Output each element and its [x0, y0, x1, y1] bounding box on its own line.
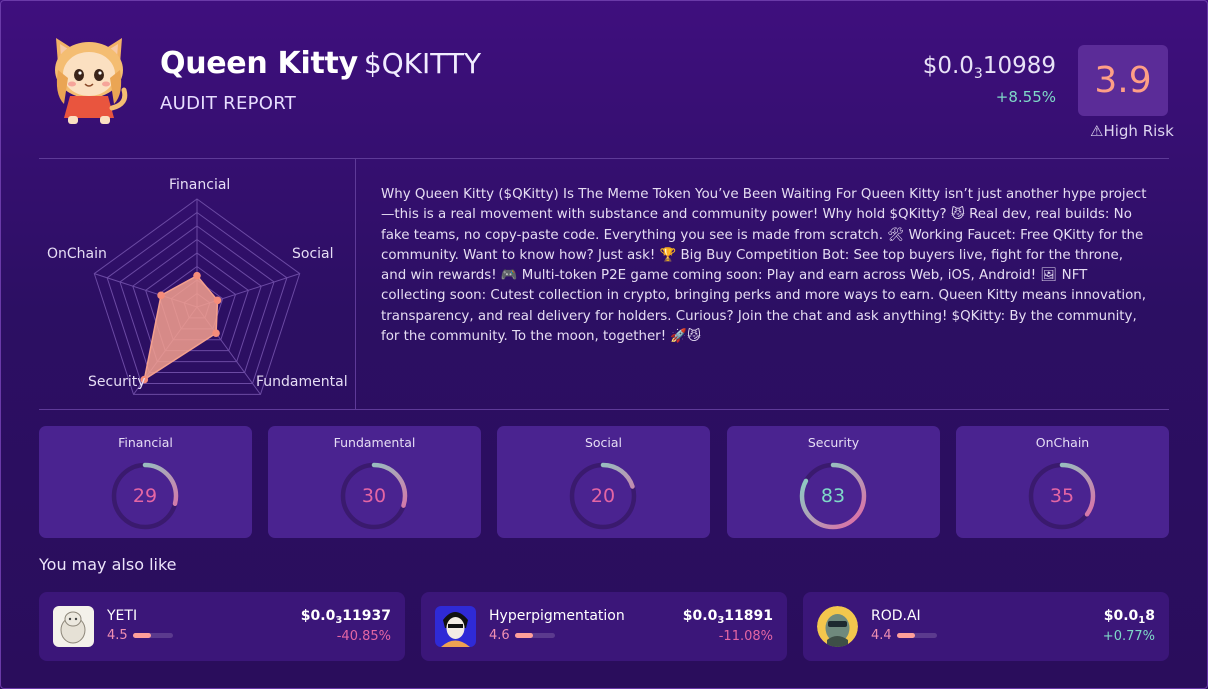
price-digits: 11891 [724, 608, 773, 624]
divider-top [39, 158, 1169, 159]
radar-grid-ring [119, 225, 275, 374]
price-zero-count: 3 [973, 66, 983, 82]
gauge-progress [799, 462, 867, 530]
radar-label-fundamental: Fundamental [256, 374, 348, 390]
gauge-progress [111, 462, 179, 530]
score-card-financial: Financial 29 [39, 426, 252, 538]
score-value: 20 [590, 485, 616, 507]
score-gauge [799, 462, 867, 530]
radar-grid-ring [106, 211, 288, 384]
rec-token-change: -11.08% [718, 629, 773, 644]
rec-score-bar-fill [515, 633, 534, 638]
overall-score: 3.9 [1078, 45, 1168, 116]
price-digits: 8 [1145, 608, 1155, 624]
price-digits: 10989 [982, 53, 1056, 79]
radar-point-social [213, 296, 222, 305]
price-zero-count: 3 [717, 615, 725, 626]
score-value: 35 [1049, 485, 1075, 507]
radar-value-area [143, 274, 219, 382]
radar-grid-ring [132, 238, 262, 363]
divider-vertical [355, 159, 356, 409]
divider-bottom [39, 409, 1169, 410]
recommendations-title: You may also like [39, 555, 177, 574]
radar-point-financial [193, 271, 201, 280]
recommendation-card-hyperpigmentation[interactable]: Hyperpigmentation 4.6 $0.0311891 -11.08% [421, 592, 787, 661]
report-subtitle: AUDIT REPORT [160, 93, 297, 114]
rec-score-bar [133, 633, 173, 638]
price-prefix: $0.0 [300, 608, 336, 624]
price-prefix: $0.0 [1103, 608, 1139, 624]
risk-label: ⚠High Risk [1090, 122, 1174, 140]
token-logo [44, 34, 134, 126]
radar-point-security [140, 375, 149, 384]
rec-token-change: -40.85% [336, 629, 391, 644]
rec-token-score: 4.5 [107, 628, 128, 643]
score-card-onchain: OnChain 35 [956, 426, 1169, 538]
score-card-title: Security [807, 435, 860, 450]
rec-token-score: 4.6 [489, 628, 510, 643]
gauge-progress [1028, 462, 1096, 530]
rec-score-bar-fill [133, 633, 151, 638]
score-card-title: Financial [118, 435, 173, 450]
radar-label-onchain: OnChain [47, 246, 107, 262]
token-avatar [53, 606, 94, 647]
price-prefix: $0.0 [922, 53, 974, 79]
price-digits: 11937 [342, 608, 391, 624]
warning-icon: ⚠ [1090, 122, 1104, 140]
price-block: $0.0310989 +8.55% [923, 53, 1056, 106]
rec-token-price: $0.0311937 [301, 608, 391, 626]
rec-token-name: Hyperpigmentation [489, 608, 625, 624]
score-card-title: OnChain [1035, 435, 1090, 450]
rec-token-price: $0.018 [1104, 608, 1155, 626]
risk-text: High Risk [1103, 122, 1174, 140]
score-value: 29 [132, 485, 158, 507]
rec-token-score: 4.4 [871, 628, 892, 643]
score-gauge [111, 462, 179, 530]
score-value: 30 [361, 485, 387, 507]
token-description: Why Queen Kitty ($QKitty) Is The Meme To… [381, 187, 1147, 345]
radar-point-fundamental [212, 329, 220, 338]
rec-score-bar-fill [897, 633, 915, 638]
gauge-progress [340, 462, 408, 530]
score-gauge [1028, 462, 1096, 530]
radar-label-financial: Financial [169, 177, 231, 193]
gauge-progress [569, 462, 637, 530]
score-value: 83 [820, 485, 846, 507]
radar-grid-ring [145, 252, 249, 352]
rec-token-change: +0.77% [1102, 629, 1155, 644]
recommendation-card-rod-ai[interactable]: ROD.AI 4.4 $0.018 +0.77% [803, 592, 1169, 661]
radar-label-security: Security [88, 374, 146, 390]
token-name: Queen Kitty [160, 46, 358, 81]
price-change: +8.55% [995, 88, 1056, 106]
radar-point-onchain [157, 291, 165, 300]
token-title: Queen Kitty $QKITTY [160, 46, 481, 81]
price-zero-count: 1 [1138, 615, 1146, 626]
score-card-fundamental: Fundamental 30 [268, 426, 481, 538]
score-card-social: Social 20 [497, 426, 710, 538]
rec-score-bar [515, 633, 555, 638]
rec-token-name: YETI [107, 608, 138, 624]
score-gauge [569, 462, 637, 530]
price-prefix: $0.0 [682, 608, 718, 624]
token-avatar [817, 606, 858, 647]
rec-token-price: $0.0311891 [683, 608, 773, 626]
token-ticker: $QKITTY [363, 47, 482, 80]
token-price: $0.0310989 [923, 53, 1056, 82]
radar-chart [40, 168, 350, 407]
score-gauge [340, 462, 408, 530]
radar-grid-ring [93, 198, 301, 395]
score-card-title: Fundamental [333, 435, 416, 450]
price-zero-count: 3 [335, 615, 343, 626]
score-card-title: Social [584, 435, 623, 450]
rec-score-bar [897, 633, 937, 638]
rec-token-name: ROD.AI [871, 608, 921, 624]
score-card-security: Security 83 [727, 426, 940, 538]
recommendation-card-yeti[interactable]: YETI 4.5 $0.0311937 -40.85% [39, 592, 405, 661]
radar-label-social: Social [292, 246, 334, 262]
token-avatar [435, 606, 476, 647]
